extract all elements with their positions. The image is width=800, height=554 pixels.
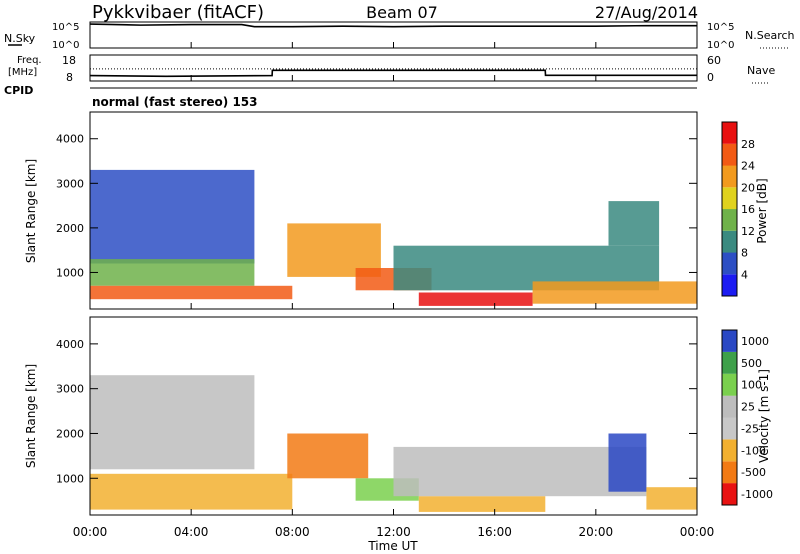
x-tick-label: 00:00 [680, 525, 715, 539]
colorbar-tick-label: 1000 [741, 335, 769, 348]
colorbar-frame [721, 121, 738, 297]
colorbar-tick-label: -500 [741, 466, 766, 479]
nsky-label: N.Sky [4, 32, 36, 45]
x-tick-label: 04:00 [174, 525, 209, 539]
nsearch-tick-top: 10^5 [707, 22, 734, 33]
colorbar-swatch [722, 483, 737, 505]
colorbar-tick-label: 500 [741, 357, 762, 370]
heatmap-region-8 [608, 201, 660, 246]
freq-tick-bottom: 8 [66, 71, 73, 84]
nsearch-label: N.Search [745, 29, 795, 42]
colorbar-swatch [722, 165, 737, 188]
y-tick-label: 1000 [56, 266, 84, 279]
colorbar-tick-label: -1000 [741, 488, 773, 501]
nsky-tick-bottom: 10^0 [52, 40, 79, 51]
colorbar-tick-label: 25 [741, 401, 755, 414]
colorbar-swatch [722, 330, 737, 352]
colorbar-tick-label: 8 [741, 247, 748, 260]
power-colorbar: 4 8 12 16 20 24 28 [721, 121, 755, 297]
heatmap-region-5 [418, 292, 533, 306]
beam-label: Beam 07 [366, 3, 438, 22]
date-label: 27/Aug/2014 [595, 3, 698, 22]
heatmap-region-3 [287, 223, 381, 277]
freq-label: Freq. [17, 55, 42, 66]
heatmap-region-7 [646, 487, 697, 510]
x-tick-label: 00:00 [73, 525, 108, 539]
cpid-label: CPID [4, 84, 33, 97]
x-tick-label: 08:00 [275, 525, 310, 539]
power-y-label: Slant Range [km] [24, 159, 38, 263]
nave-tick-bottom: 0 [707, 71, 714, 84]
colorbar-swatch [722, 351, 737, 374]
colorbar-tick-label: 24 [741, 160, 755, 173]
y-tick-label: 1000 [56, 472, 84, 485]
freq-series-line [89, 69, 697, 78]
colorbar-swatch [722, 230, 737, 253]
colorbar-swatch [722, 373, 737, 396]
colorbar-tick-label: 20 [741, 181, 755, 194]
y-tick-label: 2000 [56, 427, 84, 440]
y-tick-label: 2000 [56, 222, 84, 235]
time-x-axis: 00:00 04:00 08:00 12:00 16:00 20:00 00:00 [73, 42, 715, 539]
x-tick-label: 16:00 [477, 525, 512, 539]
nsky-tick-top: 10^5 [52, 22, 79, 33]
heatmap-region-1 [90, 259, 255, 286]
velocity-colorbar-label: Velocity [m s-1] [757, 369, 771, 463]
colorbar-tick-label: 12 [741, 225, 755, 238]
x-tick-label: 12:00 [376, 525, 411, 539]
colorbar-swatch [722, 209, 737, 231]
velocity-heatmap [90, 375, 697, 512]
colorbar-tick-label: -100 [741, 444, 766, 457]
colorbar-swatch [722, 395, 737, 418]
colorbar-tick-label: 16 [741, 203, 755, 216]
colorbar-swatch [722, 143, 737, 166]
colorbar-tick-label: 100 [741, 379, 762, 392]
y-tick-label: 4000 [56, 133, 84, 146]
cpid-text: normal (fast stereo) 153 [92, 95, 258, 109]
colorbar-swatch [722, 417, 737, 440]
heatmap-region-7 [532, 281, 697, 304]
power-heatmap [90, 169, 697, 306]
power-colorbar-label: Power [dB] [755, 178, 769, 243]
nave-label: Nave [747, 64, 775, 77]
colorbar-tick-label: -25 [741, 422, 759, 435]
heatmap-region-5 [393, 446, 647, 497]
colorbar-swatch [722, 187, 737, 210]
heatmap-region-2 [90, 285, 293, 300]
radar-title: Pykkvibaer (fitACF) [92, 2, 264, 23]
colorbar-tick-label: 4 [741, 268, 748, 281]
colorbar-swatch [722, 439, 737, 462]
y-tick-label: 3000 [56, 177, 84, 190]
colorbar-frame [721, 329, 738, 506]
heatmap-region-2 [287, 433, 369, 479]
freq-tick-top: 18 [62, 54, 76, 67]
nave-tick-top: 60 [707, 54, 721, 67]
x-axis-label: Time UT [367, 539, 418, 553]
velocity-colorbar: 1000 500 100 25 -25 -100 -500 -1000 [721, 329, 773, 506]
colorbar-swatch [722, 252, 737, 275]
x-tick-label: 20:00 [579, 525, 614, 539]
y-tick-label: 4000 [56, 338, 84, 351]
heatmap-region-0 [90, 375, 255, 470]
nsky-series-line [89, 23, 697, 28]
heatmap-region-6 [608, 433, 647, 492]
colorbar-swatch [722, 461, 737, 484]
heatmap-region-1 [90, 473, 293, 510]
velocity-y-axis: 1000 2000 3000 4000 [56, 338, 697, 485]
colorbar-tick-label: 28 [741, 138, 755, 151]
velocity-y-label: Slant Range [km] [24, 364, 38, 468]
nsearch-tick-bottom: 10^0 [707, 40, 734, 51]
y-tick-label: 3000 [56, 383, 84, 396]
power-y-axis: 1000 2000 3000 4000 [56, 133, 697, 279]
colorbar-swatch [722, 122, 737, 144]
colorbar-swatch [722, 274, 737, 297]
heatmap-region-4 [418, 496, 546, 512]
freq-unit: [MHz] [8, 67, 37, 78]
heatmap-region-0 [90, 169, 255, 264]
